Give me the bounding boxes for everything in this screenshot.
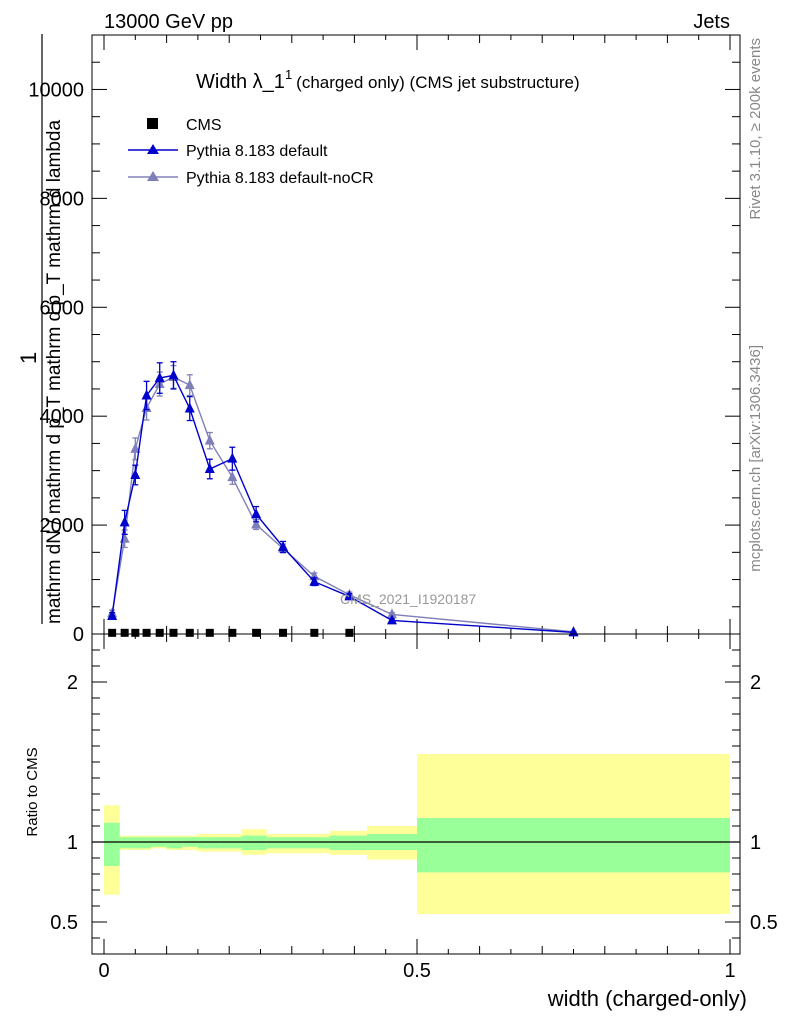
x-tick-label: 1 [724,960,735,982]
ratio-y-tick-label-right: 2 [750,672,761,694]
data-point-cms [205,628,214,637]
data-point-nocr [204,434,215,445]
legend: CMS Pythia 8.183 default Pythia 8.183 de… [128,117,374,187]
ratio-y-tick-label-right: 0.5 [750,912,778,934]
legend-default-label: Pythia 8.183 default [186,143,328,160]
main-y-tick-label: 0 [73,624,84,646]
ratio-y-axis-label: Ratio to CMS [24,747,41,836]
main-series-group [107,361,579,637]
data-point-nocr [130,442,141,453]
data-point-cms [131,628,140,637]
data-point-default [309,575,320,586]
data-point-cms [185,628,194,637]
header-beam-label: 13000 GeV pp [104,11,233,33]
green-uncertainty-band [329,835,367,850]
ratio-y-tick-label: 1 [67,832,78,854]
legend-cms-label: CMS [186,117,222,134]
data-point-nocr [386,608,397,619]
data-point-default [344,590,355,601]
data-point-cms [310,628,319,637]
green-uncertainty-band [119,837,130,849]
main-y-tick-label: 10000 [28,79,84,101]
legend-nocr-label: Pythia 8.183 default-noCR [186,170,374,187]
legend-nocr-marker [147,171,159,181]
green-uncertainty-band [241,835,267,850]
ratio-axes: 0.5 0.5 1 1 2 2 0 0.5 1 [50,634,778,982]
green-uncertainty-band [129,837,142,849]
data-point-cms [108,628,117,637]
data-point-default [227,452,238,463]
data-point-cms [279,628,288,637]
data-point-default [154,372,165,383]
main-y-tick-label: 2000 [40,515,85,537]
analysis-watermark: CMS_2021_I1920187 [340,591,476,607]
data-point-default [278,540,289,551]
green-uncertainty-band [298,837,330,849]
data-point-cms [120,628,129,637]
data-point-default [119,516,130,527]
data-point-cms [155,628,164,637]
data-point-default [184,402,195,413]
green-uncertainty-band [219,837,242,849]
plot-title: Width λ_11 (charged only) (CMS jet substr… [196,67,580,93]
main-y-tick-label: 8000 [40,188,85,210]
green-uncertainty-band [417,818,730,873]
main-axes: 0 2000 4000 6000 8000 10000 [28,34,740,646]
data-point-default [251,508,262,519]
ratio-y-tick-label-right: 1 [750,832,761,854]
y-label-numerator: 1 [16,352,41,364]
main-y-tick-label: 4000 [40,406,85,428]
ratio-y-tick-label: 0.5 [50,912,78,934]
data-point-default [386,614,397,625]
data-point-cms [252,628,261,637]
green-uncertainty-band [197,837,220,849]
data-point-cms [169,628,178,637]
main-y-tick-label: 6000 [40,297,85,319]
x-axis-label: width (charged-only) [547,986,747,1011]
data-point-nocr [251,518,262,529]
green-uncertainty-band [141,837,151,849]
green-uncertainty-band [266,837,299,849]
data-point-default [204,463,215,474]
y-label-denominator: mathrm dN / mathrm d p_T mathrm d p_T ma… [44,120,65,624]
ratio-bands [92,754,740,914]
data-point-default [168,369,179,380]
green-uncertainty-band [166,837,183,849]
data-point-cms [345,628,354,637]
data-point-nocr [227,471,238,482]
main-plot-panel: 0 2000 4000 6000 8000 10000 Width λ_11 (charge… [16,34,741,646]
legend-cms-marker [147,118,158,129]
ratio-plot-panel: 0.5 0.5 1 1 2 2 0 0.5 1 Ratio to CMS width (char… [24,633,778,1011]
data-point-cms [142,628,151,637]
ratio-y-tick-label: 2 [67,672,78,694]
green-uncertainty-band [104,822,120,866]
data-point-cms [228,628,237,637]
header-process-label: Jets [693,11,730,33]
x-tick-label: 0 [98,960,109,982]
data-point-default [107,610,118,621]
legend-default-marker [147,144,159,154]
data-point-default [130,468,141,479]
rivet-version-label: Rivet 3.1.10, ≥ 200k events [747,38,764,220]
data-point-nocr [184,379,195,390]
x-tick-label: 0.5 [403,960,431,982]
data-point-default [141,389,152,400]
main-y-axis-label: 1 mathrm dN / mathrm d p_T mathrm d p_T … [16,34,65,624]
mcplots-label: mcplots.cern.ch [arXiv:1306.3436] [747,345,764,572]
